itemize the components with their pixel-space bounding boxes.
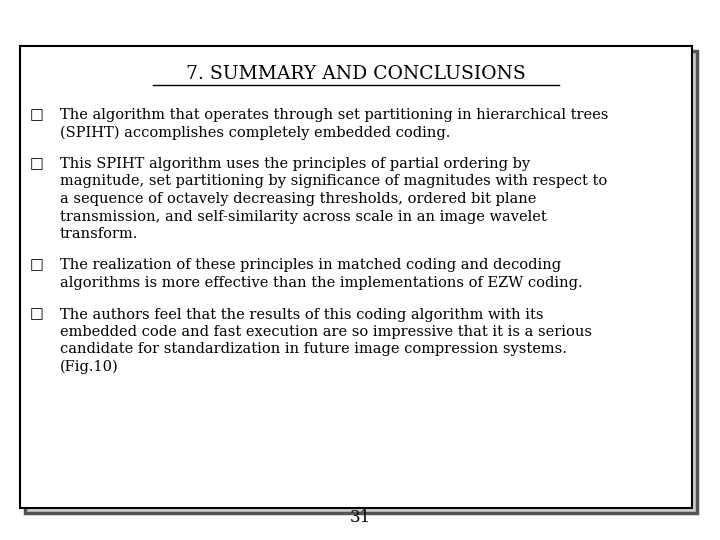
Text: This SPIHT algorithm uses the principles of partial ordering by: This SPIHT algorithm uses the principles… <box>60 157 530 171</box>
FancyBboxPatch shape <box>25 51 697 513</box>
Text: The realization of these principles in matched coding and decoding: The realization of these principles in m… <box>60 259 561 273</box>
Text: The authors feel that the results of this coding algorithm with its: The authors feel that the results of thi… <box>60 307 544 321</box>
Text: □: □ <box>30 157 44 171</box>
Text: magnitude, set partitioning by significance of magnitudes with respect to: magnitude, set partitioning by significa… <box>60 174 607 188</box>
Text: transform.: transform. <box>60 227 138 241</box>
Text: transmission, and self-similarity across scale in an image wavelet: transmission, and self-similarity across… <box>60 210 546 224</box>
FancyBboxPatch shape <box>20 46 692 508</box>
Text: algorithms is more effective than the implementations of EZW coding.: algorithms is more effective than the im… <box>60 276 582 290</box>
Text: (SPIHT) accomplishes completely embedded coding.: (SPIHT) accomplishes completely embedded… <box>60 125 451 140</box>
Text: □: □ <box>30 307 44 321</box>
Text: □: □ <box>30 108 44 122</box>
Text: a sequence of octavely decreasing thresholds, ordered bit plane: a sequence of octavely decreasing thresh… <box>60 192 536 206</box>
Text: candidate for standardization in future image compression systems.: candidate for standardization in future … <box>60 342 567 356</box>
Text: 31: 31 <box>349 509 371 526</box>
Text: (Fig.10): (Fig.10) <box>60 360 119 374</box>
Text: The algorithm that operates through set partitioning in hierarchical trees: The algorithm that operates through set … <box>60 108 608 122</box>
Text: embedded code and fast execution are so impressive that it is a serious: embedded code and fast execution are so … <box>60 325 592 339</box>
Text: 7. SUMMARY AND CONCLUSIONS: 7. SUMMARY AND CONCLUSIONS <box>186 65 526 83</box>
Text: □: □ <box>30 259 44 273</box>
